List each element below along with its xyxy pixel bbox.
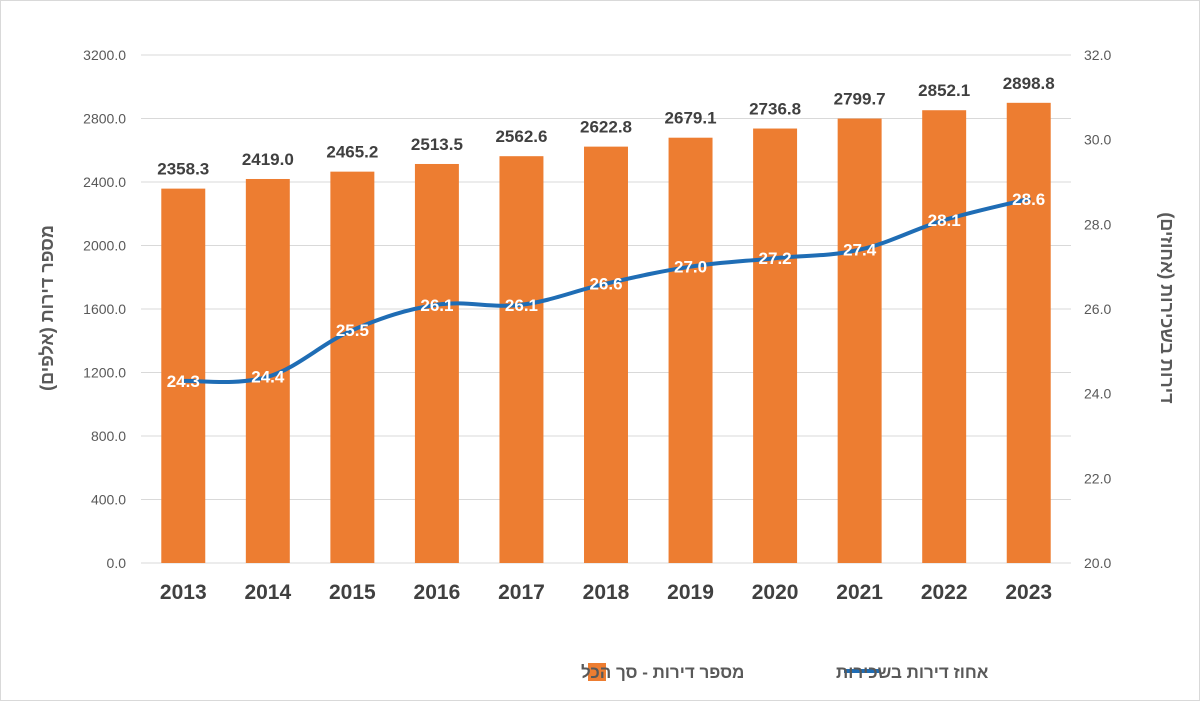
left-tick-label: 0.0 <box>107 555 127 571</box>
legend-line-label: אחוז דירות בשכירות <box>836 663 989 682</box>
bar-data-label: 2852.1 <box>918 81 970 100</box>
x-axis-ticks: 2013 2014 2015 2016 2017 2018 2019 2020 2021 2022… <box>160 581 1052 604</box>
right-tick-label: 24.0 <box>1084 386 1111 402</box>
bar-data-label: 2513.5 <box>411 135 463 154</box>
x-tick-label: 2014 <box>244 581 291 604</box>
bar-data-label: 2679.1 <box>665 109 717 128</box>
left-tick-label: 1600.0 <box>83 301 126 317</box>
line-data-label: 24.4 <box>251 368 285 387</box>
line-data-label: 27.4 <box>843 241 877 260</box>
bar-data-label: 2358.3 <box>157 160 209 179</box>
legend-bar-label: מספר דירות - סך הכל <box>581 663 744 682</box>
line-series <box>181 196 1031 384</box>
left-tick-label: 800.0 <box>91 428 126 444</box>
line-data-label: 28.6 <box>1012 190 1045 209</box>
left-axis-title: מספר דירות (אלפים) <box>37 225 57 391</box>
legend: מספר דירות - סך הכל אחוז דירות בשכירות <box>581 663 989 682</box>
x-tick-label: 2020 <box>752 581 799 604</box>
right-axis-title: דירות בשכירות (אחוזים) <box>1157 212 1177 403</box>
bar-data-label: 2562.6 <box>495 127 547 146</box>
x-tick-label: 2016 <box>414 581 461 604</box>
x-tick-label: 2022 <box>921 581 968 604</box>
left-tick-label: 400.0 <box>91 492 126 508</box>
bar-data-label: 2622.8 <box>580 118 632 137</box>
line-data-label: 28.1 <box>928 211 961 230</box>
bar-data-label: 2898.8 <box>1003 74 1055 93</box>
line-data-label: 26.6 <box>589 275 622 294</box>
bar <box>837 118 882 564</box>
right-tick-label: 30.0 <box>1084 132 1111 148</box>
left-tick-label: 2000.0 <box>83 238 126 254</box>
bar-series <box>161 102 1051 564</box>
x-tick-label: 2015 <box>329 581 376 604</box>
bar-data-label: 2419.0 <box>242 150 294 169</box>
right-tick-label: 26.0 <box>1084 301 1111 317</box>
line-data-label: 25.5 <box>336 321 369 340</box>
x-tick-label: 2021 <box>836 581 883 604</box>
line-data-label: 26.1 <box>420 296 453 315</box>
left-tick-label: 3200.0 <box>83 47 126 63</box>
bar-data-label: 2465.2 <box>326 143 378 162</box>
right-tick-label: 28.0 <box>1084 216 1111 232</box>
right-tick-label: 20.0 <box>1084 555 1111 571</box>
bar <box>668 137 713 563</box>
bar <box>499 156 544 563</box>
left-axis-ticks: 0.0 400.0 800.0 1200.0 1600.0 2000.0 2400.0 280… <box>83 47 126 571</box>
bar <box>414 163 459 563</box>
right-axis-ticks: 20.0 22.0 24.0 26.0 28.0 30.0 32.0 <box>1084 47 1111 571</box>
line-data-labels: 24.3 24.4 25.5 26.1 26.1 26.6 27.0 27.2 27.4 28.1… <box>167 190 1046 391</box>
line-data-label: 24.3 <box>167 372 200 391</box>
legend-bar-swatch <box>588 663 606 681</box>
bar-data-label: 2799.7 <box>834 90 886 109</box>
left-tick-label: 1200.0 <box>83 365 126 381</box>
x-tick-label: 2017 <box>498 581 545 604</box>
right-tick-label: 32.0 <box>1084 47 1111 63</box>
line-data-label: 27.0 <box>674 258 707 277</box>
bar <box>753 128 798 563</box>
bar-data-labels: 2358.3 2419.0 2465.2 2513.5 2562.6 2622.8 2679… <box>157 74 1054 179</box>
bar <box>161 188 206 563</box>
bar <box>330 171 375 563</box>
bar <box>922 110 967 563</box>
bar <box>584 146 628 563</box>
line-data-label: 26.1 <box>505 296 538 315</box>
x-tick-label: 2023 <box>1005 581 1052 604</box>
line-series-path <box>181 196 1031 384</box>
left-tick-label: 2400.0 <box>83 174 126 190</box>
bar-data-label: 2736.8 <box>749 100 801 119</box>
right-tick-label: 22.0 <box>1084 470 1111 486</box>
left-tick-label: 2800.0 <box>83 111 126 127</box>
bar <box>1006 102 1051 564</box>
line-data-label: 27.2 <box>759 249 792 268</box>
x-tick-label: 2019 <box>667 581 714 604</box>
x-tick-label: 2013 <box>160 581 207 604</box>
x-tick-label: 2018 <box>583 581 630 604</box>
